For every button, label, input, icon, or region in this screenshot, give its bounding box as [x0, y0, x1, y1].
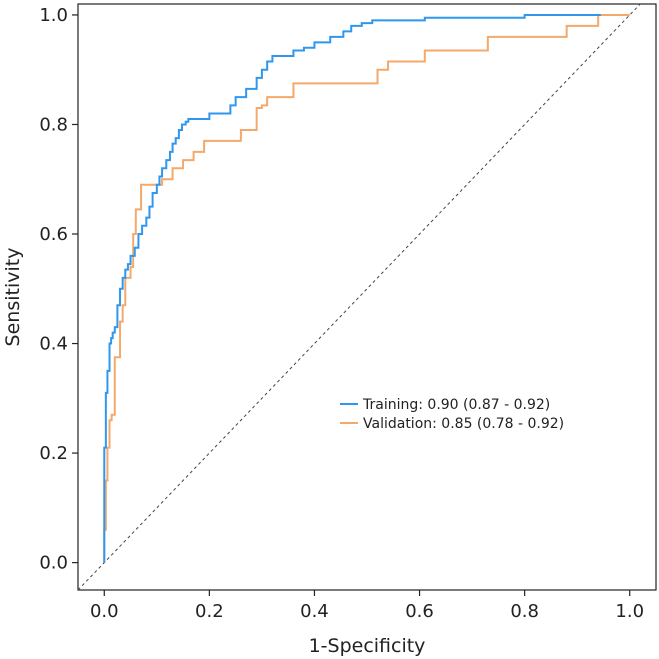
x-tick-label: 0.8: [510, 601, 539, 622]
legend-label-training: Training: 0.90 (0.87 - 0.92): [362, 397, 550, 413]
x-tick-label: 0.6: [405, 601, 434, 622]
roc-curve-training: [103, 13, 601, 563]
x-tick-label: 0.0: [90, 601, 119, 622]
y-tick-label: 0.4: [39, 334, 68, 355]
series-group: [103, 13, 630, 563]
legend-label-validation: Validation: 0.85 (0.78 - 0.92): [363, 416, 564, 432]
y-tick-label: 0.2: [39, 443, 68, 464]
chance-line-group: [77, 3, 641, 591]
x-axis-title: 1-Specificity: [309, 635, 426, 657]
chance-line: [77, 3, 641, 591]
y-axis-title: Sensitivity: [2, 248, 24, 347]
axis-ticks: 0.0 0.2 0.4 0.6 0.8 1.0 0.0 0.2 0.4 0.6 0.8 1.0: [39, 5, 644, 622]
y-tick-label: 0.8: [39, 114, 68, 135]
roc-curve-validation: [103, 13, 630, 563]
legend: Training: 0.90 (0.87 - 0.92) Validation:…: [340, 397, 564, 432]
y-tick-label: 0.0: [39, 553, 68, 574]
x-tick-label: 0.4: [300, 601, 329, 622]
x-tick-label: 1.0: [615, 601, 644, 622]
y-tick-label: 0.6: [39, 224, 68, 245]
x-tick-label: 0.2: [195, 601, 224, 622]
plot-frame: [77, 3, 657, 591]
y-tick-label: 1.0: [39, 5, 68, 26]
